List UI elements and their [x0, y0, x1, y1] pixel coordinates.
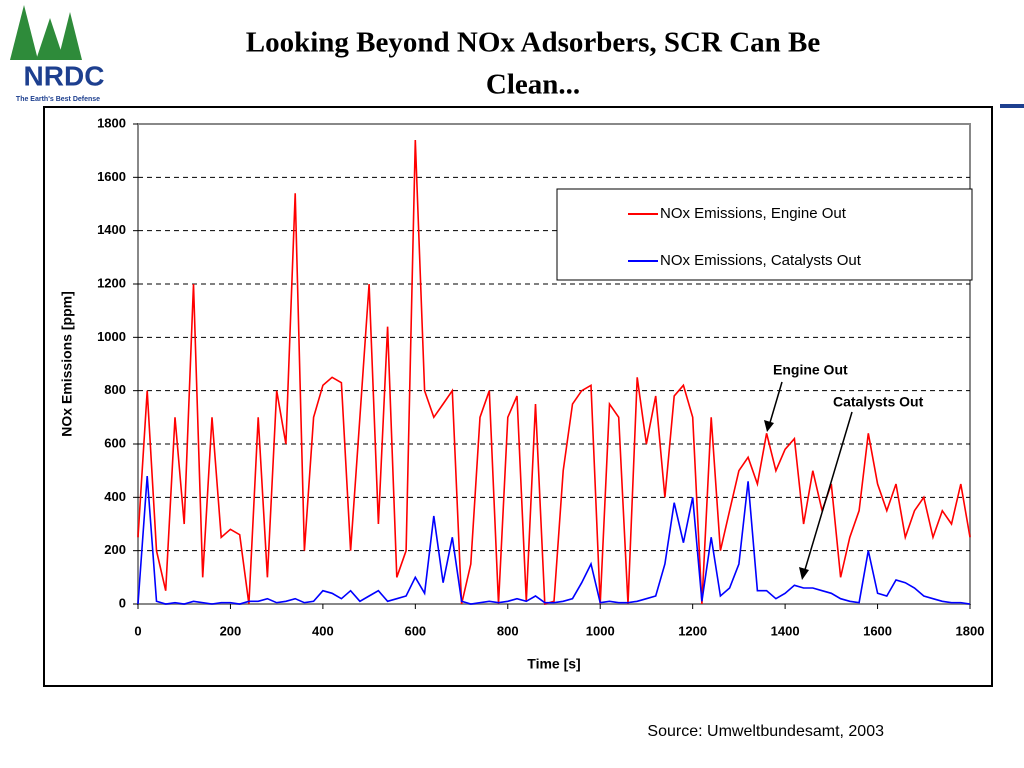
- logo-tree: [10, 5, 38, 60]
- y-tick-label: 600: [104, 435, 126, 450]
- x-tick-label: 1000: [586, 623, 615, 638]
- logo-tagline: The Earth's Best Defense: [16, 96, 100, 103]
- x-tick-label: 1400: [771, 623, 800, 638]
- y-tick-label: 1600: [97, 169, 126, 184]
- annotation: Engine Out: [773, 362, 848, 378]
- source: Source: Umweltbundesamt, 2003: [647, 723, 884, 740]
- y-axis-label: NOx Emissions [ppm]: [59, 291, 75, 436]
- annotation-arrow: [803, 411, 853, 574]
- legend-label: NOx Emissions, Engine Out: [660, 205, 847, 222]
- annotation: Catalysts Out: [833, 394, 924, 410]
- slide-title: Looking Beyond NOx Adsorbers, SCR Can Be: [246, 27, 821, 59]
- y-tick-label: 200: [104, 542, 126, 557]
- arrow-head: [799, 567, 809, 580]
- y-tick-label: 0: [119, 595, 126, 610]
- y-tick-label: 400: [104, 489, 126, 504]
- legend-label: NOx Emissions, Catalysts Out: [660, 252, 862, 269]
- y-tick-label: 1400: [97, 222, 126, 237]
- x-tick-label: 200: [220, 623, 242, 638]
- y-tick-label: 800: [104, 382, 126, 397]
- y-tick-label: 1200: [97, 275, 126, 290]
- x-axis-label: Time [s]: [527, 656, 580, 672]
- y-tick-label: 1800: [97, 115, 126, 130]
- legend-box: [556, 188, 973, 281]
- logo-tree: [58, 12, 82, 60]
- x-tick-label: 1800: [956, 623, 985, 638]
- arrow-head: [764, 420, 774, 432]
- logo: NRDC The Earth's Best Defense: [10, 5, 104, 103]
- logo-tree: [36, 18, 64, 60]
- slide-title: Clean...: [486, 69, 580, 101]
- x-tick-label: 1600: [863, 623, 892, 638]
- series-line: [137, 475, 971, 605]
- y-tick-label: 1000: [97, 329, 126, 344]
- x-tick-label: 0: [134, 623, 141, 638]
- x-tick-label: 800: [497, 623, 519, 638]
- legend: NOx Emissions, Engine Out NOx Emissions, …: [556, 188, 973, 281]
- x-tick-label: 600: [404, 623, 426, 638]
- x-tick-label: 1200: [678, 623, 707, 638]
- x-tick-label: 400: [312, 623, 334, 638]
- annotation-arrow: [768, 381, 783, 427]
- logo-text: NRDC: [24, 60, 105, 91]
